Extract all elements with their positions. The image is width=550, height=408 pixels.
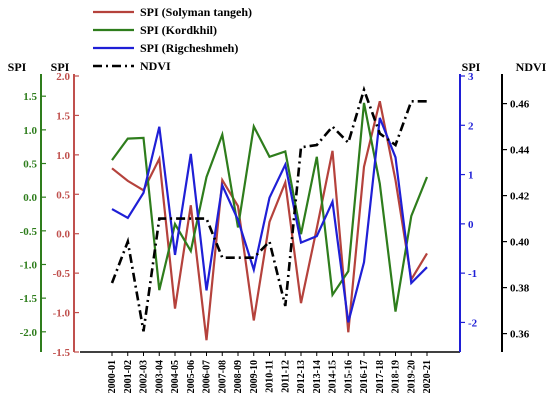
x-tick-label: 2020-21 — [422, 360, 433, 393]
legend-label: NDVI — [140, 59, 171, 73]
y-tick-label: 1.0 — [23, 125, 37, 137]
y-tick-label: -2 — [468, 317, 478, 329]
x-tick-label: 2000-01 — [107, 360, 118, 393]
legend: SPI (Solyman tangeh) SPI (Kordkhil) SPI (R… — [93, 5, 252, 73]
y-axis-title-red_spi: SPI — [51, 60, 70, 74]
y-tick-label: -2.0 — [20, 327, 38, 339]
x-tick-label: 2001-02 — [123, 360, 134, 393]
y-axis-title-green_spi: SPI — [8, 60, 27, 74]
x-tick-label: 2014-15 — [328, 360, 339, 393]
y-tick-label: -1.0 — [53, 308, 71, 320]
y-axes: SPI1.51.00.50.0-0.5-1.0-1.5-2.0SPI2.01.5… — [8, 60, 547, 359]
y-tick-label: 2.0 — [56, 71, 70, 83]
series-line-0 — [111, 100, 428, 341]
legend-label: SPI (Solyman tangeh) — [140, 5, 252, 19]
x-tick-label: 2002-03 — [139, 360, 150, 393]
y-tick-label: 0.0 — [23, 192, 37, 204]
x-tick-label: 2010-11 — [265, 360, 276, 393]
y-tick-label: 0.5 — [56, 189, 70, 201]
y-tick-label: -1.5 — [20, 293, 38, 305]
legend-label: SPI (Rigcheshmeh) — [140, 41, 238, 55]
x-axis: 2000-01 2001-02 2002-03 2003-04 2004-05 2005-… — [107, 352, 433, 393]
y-tick-label: 1.0 — [56, 150, 70, 162]
x-tick-label: 2007-08 — [217, 360, 228, 393]
y-tick-label: -1.0 — [20, 259, 38, 271]
y-tick-label: 0.0 — [56, 229, 70, 241]
y-tick-label: 0 — [468, 219, 474, 231]
x-tick-label: 2017-18 — [375, 360, 386, 393]
y-tick-label: 3 — [468, 71, 474, 83]
x-tick-label: 2012-13 — [296, 360, 307, 393]
y-tick-label: -0.5 — [53, 268, 71, 280]
x-tick-label: 2003-04 — [154, 360, 165, 393]
series-lines — [110, 85, 429, 341]
y-tick-label: 2 — [468, 120, 474, 132]
legend-label: SPI (Kordkhil) — [140, 23, 217, 37]
x-tick-label: 2008-09 — [233, 360, 244, 393]
y-tick-label: 0.46 — [510, 99, 530, 111]
y-tick-label: -0.5 — [20, 226, 38, 238]
x-tick-label: 2011-12 — [280, 360, 291, 393]
y-tick-label: 0.36 — [510, 329, 530, 341]
x-tick-label: 2006-07 — [202, 360, 213, 393]
y-axis-title-ndvi: NDVI — [516, 60, 547, 74]
y-tick-label: 1 — [468, 170, 474, 182]
y-tick-label: 0.38 — [510, 283, 530, 295]
y-tick-label: 1.5 — [56, 110, 70, 122]
x-tick-label: 2016-17 — [359, 360, 370, 393]
x-tick-label: 2019-20 — [406, 360, 417, 393]
series-line-3 — [110, 85, 427, 332]
y-axis-title-blue_spi: SPI — [462, 60, 481, 74]
y-tick-label: 0.5 — [23, 159, 37, 171]
series-line-2 — [111, 117, 428, 323]
x-tick-label: 2018-19 — [391, 360, 402, 393]
y-tick-label: 1.5 — [23, 91, 37, 103]
y-tick-label: -1 — [468, 268, 477, 280]
x-tick-label: 2009-10 — [249, 360, 260, 393]
y-tick-label: 0.44 — [510, 145, 530, 157]
y-tick-label: -1.5 — [53, 347, 71, 359]
y-tick-label: 0.42 — [510, 191, 530, 203]
x-tick-label: 2005-06 — [186, 360, 197, 393]
x-tick-label: 2004-05 — [170, 360, 181, 393]
x-tick-label: 2013-14 — [312, 360, 323, 393]
y-tick-label: 0.40 — [510, 237, 530, 249]
x-tick-label: 2015-16 — [343, 360, 354, 393]
